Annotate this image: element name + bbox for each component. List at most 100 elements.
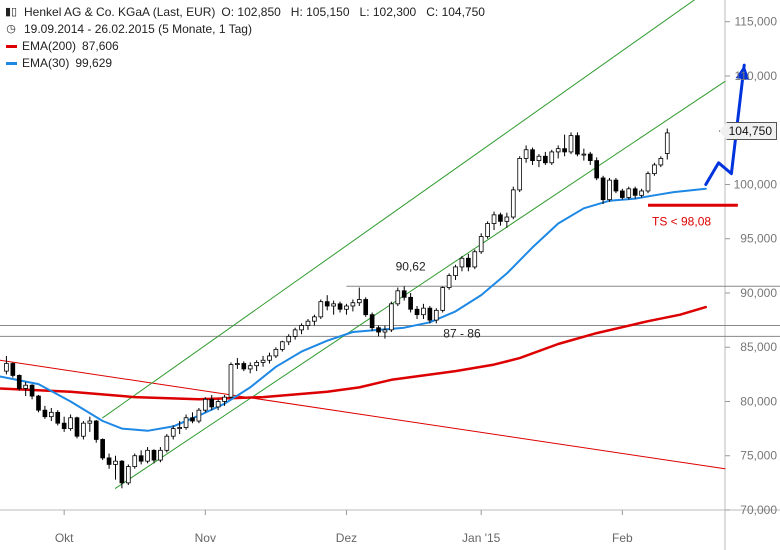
candle (389, 301, 394, 333)
candle (138, 450, 144, 465)
candle-body (491, 214, 497, 224)
candle-body (652, 164, 657, 175)
candle-body (4, 363, 9, 372)
candle-body (61, 422, 67, 430)
candle-body (305, 320, 311, 326)
candle-body (414, 308, 420, 316)
candle (581, 148, 587, 161)
candle-body (382, 329, 388, 333)
candle-body (183, 417, 189, 428)
candle (228, 362, 234, 399)
x-tick-label: Okt (55, 531, 74, 545)
annotations: 90,62 87 - 86 TS < 98,08 (396, 63, 750, 341)
candle (530, 147, 535, 165)
candle-body (344, 305, 349, 310)
candle (29, 384, 35, 400)
ema30-line (0, 187, 707, 432)
candle (356, 287, 362, 306)
candle (555, 145, 561, 159)
candle (594, 157, 600, 181)
ohlc-values: O: 102,850 H: 105,150 L: 102,300 C: 104,… (221, 5, 485, 19)
candle (472, 249, 478, 270)
ema200-name: EMA(200) (22, 39, 77, 53)
candle (344, 303, 349, 315)
legend-ema200[interactable]: EMA(200) 87,606 (4, 38, 485, 55)
candle-body (664, 132, 670, 154)
candle-body (151, 449, 157, 461)
candle-body (279, 341, 285, 350)
candle (324, 295, 330, 311)
candle (119, 460, 125, 489)
legend-ema30[interactable]: EMA(30) 99,629 (4, 55, 485, 72)
trend-channel-lower (115, 80, 726, 489)
candle (331, 300, 336, 315)
candle (132, 453, 138, 469)
candle-body (222, 396, 227, 402)
candle-body (16, 375, 22, 389)
candle (485, 221, 490, 239)
candle-body (376, 327, 381, 333)
y-tick-label: 90,000 (740, 286, 777, 300)
candle (299, 323, 304, 335)
candle-body (466, 257, 471, 268)
candle-body (498, 214, 503, 222)
candle (363, 297, 369, 317)
candle (414, 306, 420, 320)
candle (16, 374, 22, 391)
x-tick-label: Feb (612, 531, 633, 545)
candle (61, 416, 67, 432)
candle (267, 352, 272, 364)
candle (421, 303, 426, 320)
candle-body (42, 409, 48, 418)
candle (369, 312, 375, 331)
candle-body (543, 155, 548, 164)
candle-body (401, 290, 407, 298)
candle (459, 256, 465, 272)
candle-body (510, 189, 516, 218)
candlestick-icon: ▮▯ (4, 6, 18, 18)
candle (292, 327, 298, 340)
candle (93, 419, 99, 443)
ema200-value: 87,606 (82, 39, 119, 53)
candle-body (286, 335, 292, 343)
candle-body (408, 296, 413, 310)
y-tick-label: 110,000 (735, 69, 778, 83)
candle-body (324, 301, 330, 307)
candle (382, 325, 388, 339)
candle (408, 292, 413, 313)
ema30-name: EMA(30) (22, 56, 70, 70)
candle-body (395, 290, 401, 305)
candle-body (29, 384, 35, 397)
candle (151, 449, 157, 464)
candle-body (177, 427, 182, 430)
candle-body (196, 409, 202, 422)
candle-body (145, 449, 150, 462)
ema200-swatch (6, 45, 17, 48)
candle-body (389, 303, 394, 331)
candle-body (568, 135, 574, 153)
y-tick-label: 115,000 (735, 15, 778, 29)
candle-body (523, 149, 529, 159)
level-label: 87 - 86 (443, 327, 481, 341)
candle (36, 394, 41, 413)
candle (433, 308, 439, 324)
candle (318, 299, 324, 320)
candle (504, 212, 510, 228)
y-tick-label: 95,000 (740, 232, 777, 246)
candle-body (613, 179, 619, 192)
candle-body (504, 216, 510, 222)
candle-body (87, 420, 93, 424)
level-label: 90,62 (396, 259, 426, 273)
candle-body (318, 301, 324, 318)
legend-range-row: ◷ 19.09.2014 - 26.02.2015 (5 Monate, 1 T… (4, 21, 485, 38)
x-tick-label: Dez (336, 531, 357, 545)
x-tick-label: Jan '15 (462, 531, 501, 545)
candle-body (254, 362, 259, 367)
candlesticks (4, 128, 670, 489)
trend-channel-upper (102, 0, 696, 419)
candle (222, 394, 227, 406)
candle-body (645, 173, 651, 192)
candle (491, 211, 497, 231)
candle-body (555, 148, 561, 153)
